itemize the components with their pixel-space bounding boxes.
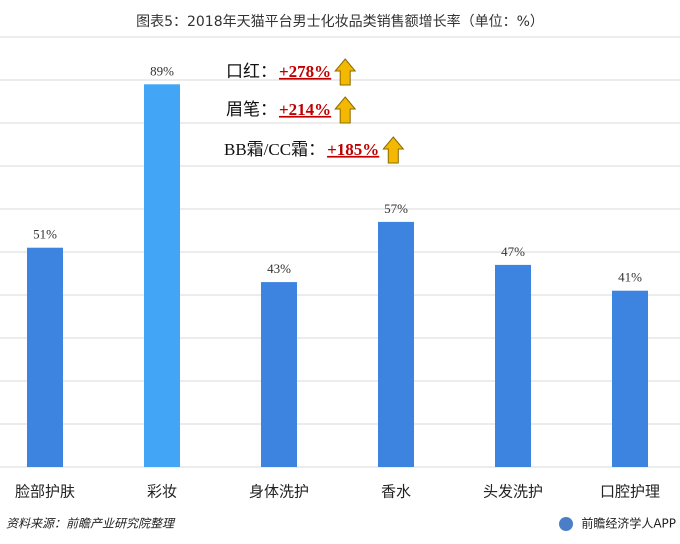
up-arrow [382, 136, 405, 164]
value-label: 57% [384, 201, 408, 216]
value-label: 89% [150, 63, 174, 78]
bar [612, 290, 648, 467]
bar [495, 264, 531, 467]
x-tick-label: 香水 [381, 483, 411, 501]
x-tick-label: 口腔护理 [600, 483, 660, 501]
source: 资料来源：前瞻产业研究院整理 [6, 517, 176, 531]
x-tick-label: 彩妆 [147, 483, 177, 501]
value-label: 47% [501, 244, 525, 259]
footer: 前瞻经济学人APP [581, 516, 676, 531]
x-tick-label: 脸部护肤 [15, 483, 75, 501]
x-tick-label: 头发洗护 [483, 483, 543, 501]
annotation-change: +185% [327, 140, 379, 159]
up-arrow [334, 58, 357, 86]
annotation-label: 眉笔： [226, 100, 277, 119]
annotation-change: +214% [279, 100, 331, 119]
x-tick-label: 身体洗护 [249, 483, 309, 501]
annotation-label: 口红： [226, 62, 277, 81]
bar [261, 282, 297, 467]
annotation-label: BB霜/CC霜： [224, 140, 325, 159]
up-arrow [334, 96, 357, 124]
bar [27, 247, 63, 467]
value-label: 43% [267, 261, 291, 276]
logo [559, 517, 573, 531]
value-label: 41% [618, 270, 642, 285]
value-label: 51% [33, 227, 57, 242]
chart-title: 图表5：2018年天猫平台男士化妆品类销售额增长率（单位：%） [136, 13, 544, 30]
bar [144, 84, 180, 468]
bar [378, 221, 414, 467]
annotation-change: +278% [279, 62, 331, 81]
